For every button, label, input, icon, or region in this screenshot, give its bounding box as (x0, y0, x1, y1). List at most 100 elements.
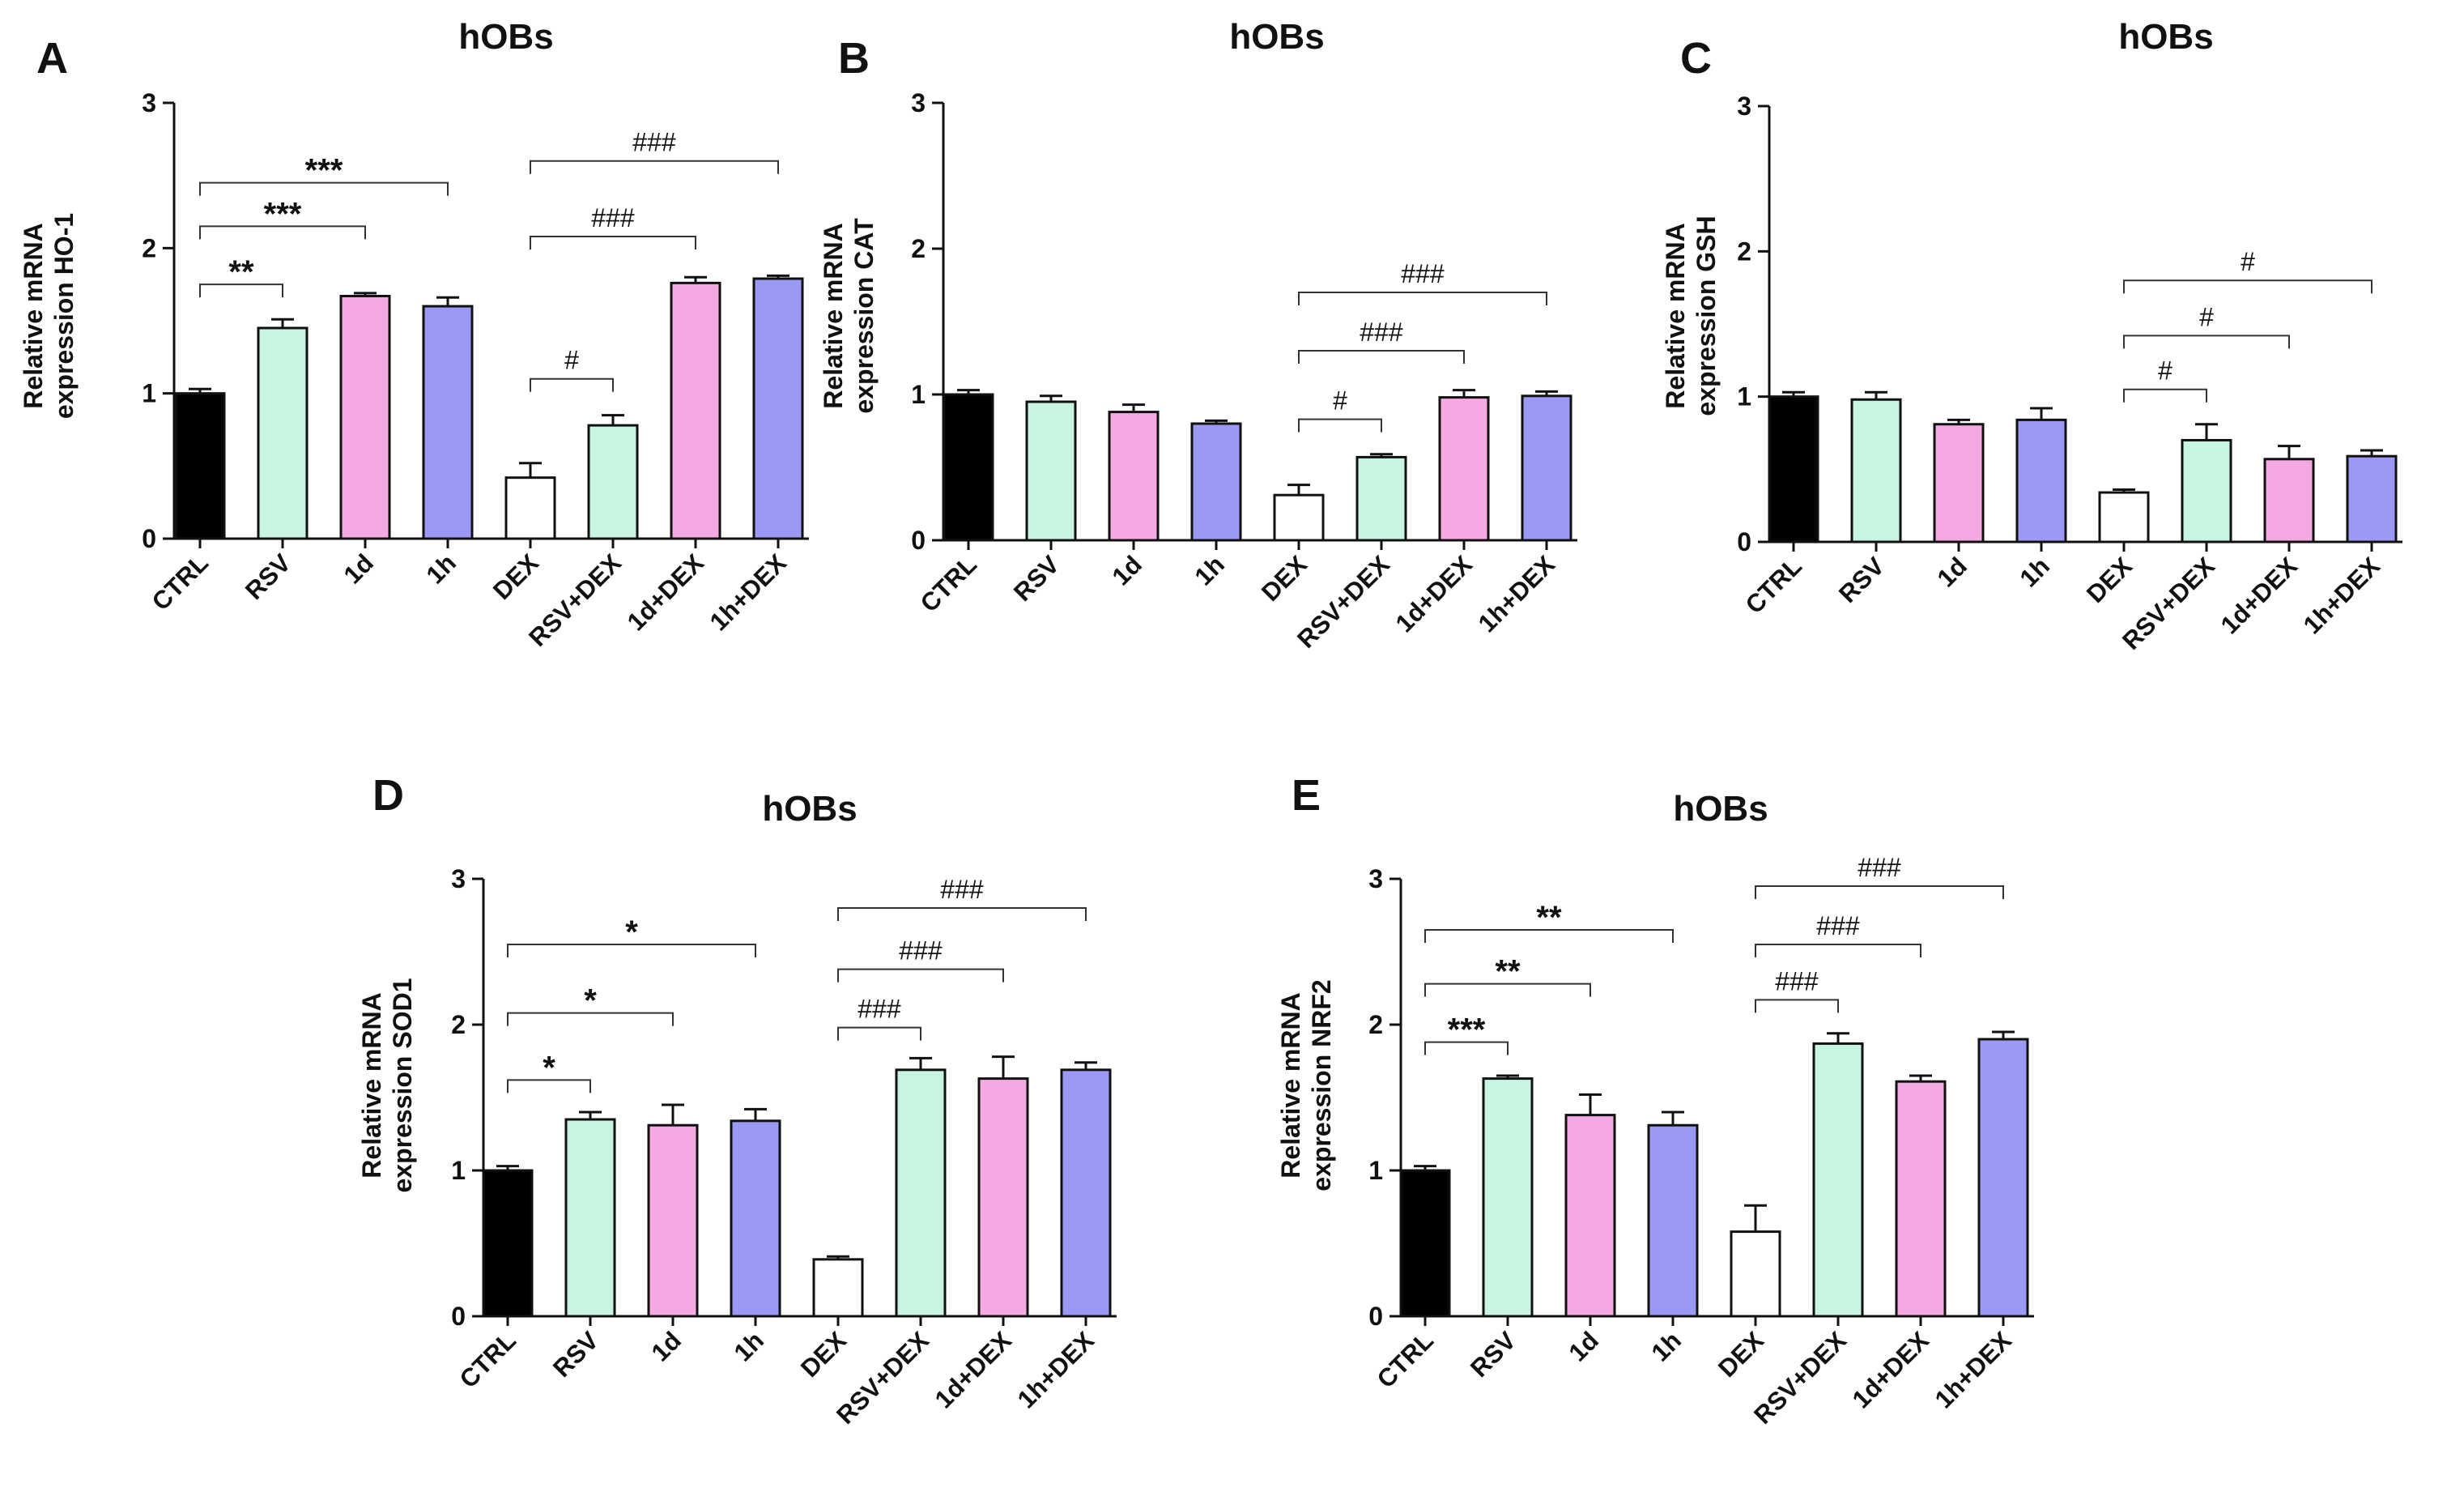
bar-rsv (1025, 400, 1077, 542)
bar-1d (1564, 1114, 1616, 1318)
significance-bracket (530, 235, 696, 249)
x-tick-label: DEX (1256, 550, 1313, 607)
significance-bracket (1424, 929, 1674, 943)
bar-1d (1933, 423, 1985, 544)
panel-letter: A (36, 34, 68, 83)
significance-bracket (199, 181, 449, 196)
bar-1d-plus-dex (670, 281, 721, 540)
significance-label: ### (1858, 853, 1901, 882)
x-tick-label: 1d+DEX (1390, 550, 1478, 637)
significance-label: ### (899, 936, 943, 966)
significance-bracket (837, 907, 1087, 921)
x-tick-label: RSV (1833, 552, 1890, 608)
significance-label: *** (305, 153, 343, 189)
y-tick-label: 2 (451, 1010, 466, 1039)
bar-1h-plus-dex (1977, 1038, 2029, 1318)
panel-letter: B (838, 34, 870, 83)
bar-dex (812, 1258, 864, 1318)
y-axis-label: Relative mRNA (1276, 992, 1305, 1178)
bar-1h (730, 1119, 781, 1318)
significance-bracket (837, 968, 1004, 983)
y-tick-label: 3 (451, 864, 466, 893)
x-tick-label: DEX (487, 548, 544, 605)
x-tick-label: 1d (1107, 550, 1147, 590)
significance-bracket (1755, 885, 2004, 899)
bar-rsv-plus-dex (2181, 438, 2232, 544)
panel-title: hOBs (458, 17, 553, 57)
significance-label: # (2241, 247, 2255, 276)
panel-title: hOBs (1673, 789, 1768, 829)
x-tick-label: 1h+DEX (1930, 1326, 2017, 1413)
bar-dex (1730, 1230, 1781, 1318)
significance-label: * (584, 983, 597, 1019)
significance-bracket (1424, 983, 1591, 997)
y-axis-label: expression GSH (1692, 215, 1721, 416)
significance-bracket (530, 160, 779, 174)
bar-1h-plus-dex (1521, 394, 1572, 542)
y-axis-label: expression CAT (849, 218, 879, 414)
significance-label: ** (1536, 900, 1562, 936)
panel-title: hOBs (762, 789, 857, 829)
y-tick-label: 0 (911, 526, 926, 555)
bar-1h (1190, 422, 1242, 542)
significance-bracket (507, 944, 756, 957)
y-tick-label: 1 (451, 1156, 466, 1185)
significance-label: # (2158, 356, 2172, 386)
significance-bracket (507, 1012, 674, 1026)
bar-rsv-plus-dex (895, 1068, 947, 1318)
y-axis-label: Relative mRNA (19, 223, 48, 408)
x-tick-label: 1h+DEX (1012, 1326, 1100, 1413)
y-tick-label: 1 (1737, 382, 1751, 411)
significance-label: ### (1775, 966, 1819, 995)
x-tick-label: 1d (338, 548, 379, 589)
bar-rsv (257, 326, 309, 540)
significance-label: # (564, 346, 579, 375)
x-tick-label: CTRL (454, 1326, 521, 1393)
significance-label: ** (1495, 954, 1521, 990)
y-tick-label: 3 (142, 88, 156, 117)
bar-rsv (1850, 398, 1902, 544)
significance-label: ### (591, 203, 635, 232)
bar-rsv-plus-dex (1355, 455, 1407, 542)
significance-label: ### (940, 875, 984, 904)
significance-bracket (1298, 292, 1547, 305)
y-tick-label: 1 (911, 380, 926, 409)
x-tick-label: 1d+DEX (2215, 552, 2303, 639)
y-tick-label: 2 (911, 234, 926, 263)
y-tick-label: 1 (142, 379, 156, 408)
x-tick-label: RSV (547, 1326, 604, 1383)
bar-ctrl (1768, 395, 1819, 544)
bar-1h (422, 305, 474, 540)
significance-bracket (507, 1079, 591, 1093)
x-tick-label: 1d (646, 1326, 687, 1366)
significance-label: # (2199, 302, 2214, 331)
bar-1d-plus-dex (1895, 1080, 1947, 1318)
bar-1h (1647, 1123, 1699, 1318)
significance-label: ** (228, 254, 254, 290)
x-tick-label: CTRL (915, 550, 982, 617)
x-tick-label: DEX (795, 1326, 852, 1383)
significance-bracket (1298, 418, 1382, 433)
bar-1d-plus-dex (1438, 396, 1490, 542)
panel-letter: D (372, 771, 404, 820)
significance-label: * (625, 914, 638, 950)
significance-bracket (1298, 350, 1465, 364)
bar-1h-plus-dex (2346, 454, 2398, 544)
significance-label: *** (264, 196, 302, 232)
x-tick-label: 1d+DEX (622, 548, 709, 636)
y-tick-label: 0 (1737, 527, 1751, 556)
y-tick-label: 3 (911, 88, 926, 117)
x-tick-label: CTRL (1372, 1326, 1439, 1393)
x-tick-label: RSV (240, 548, 296, 605)
bar-1h-plus-dex (752, 277, 804, 540)
bar-ctrl (482, 1169, 534, 1318)
bar-dex (1273, 493, 1325, 542)
x-tick-label: CTRL (1740, 552, 1807, 619)
x-tick-label: 1h+DEX (704, 548, 792, 636)
bar-1d (647, 1123, 699, 1318)
significance-bracket (2123, 335, 2290, 349)
